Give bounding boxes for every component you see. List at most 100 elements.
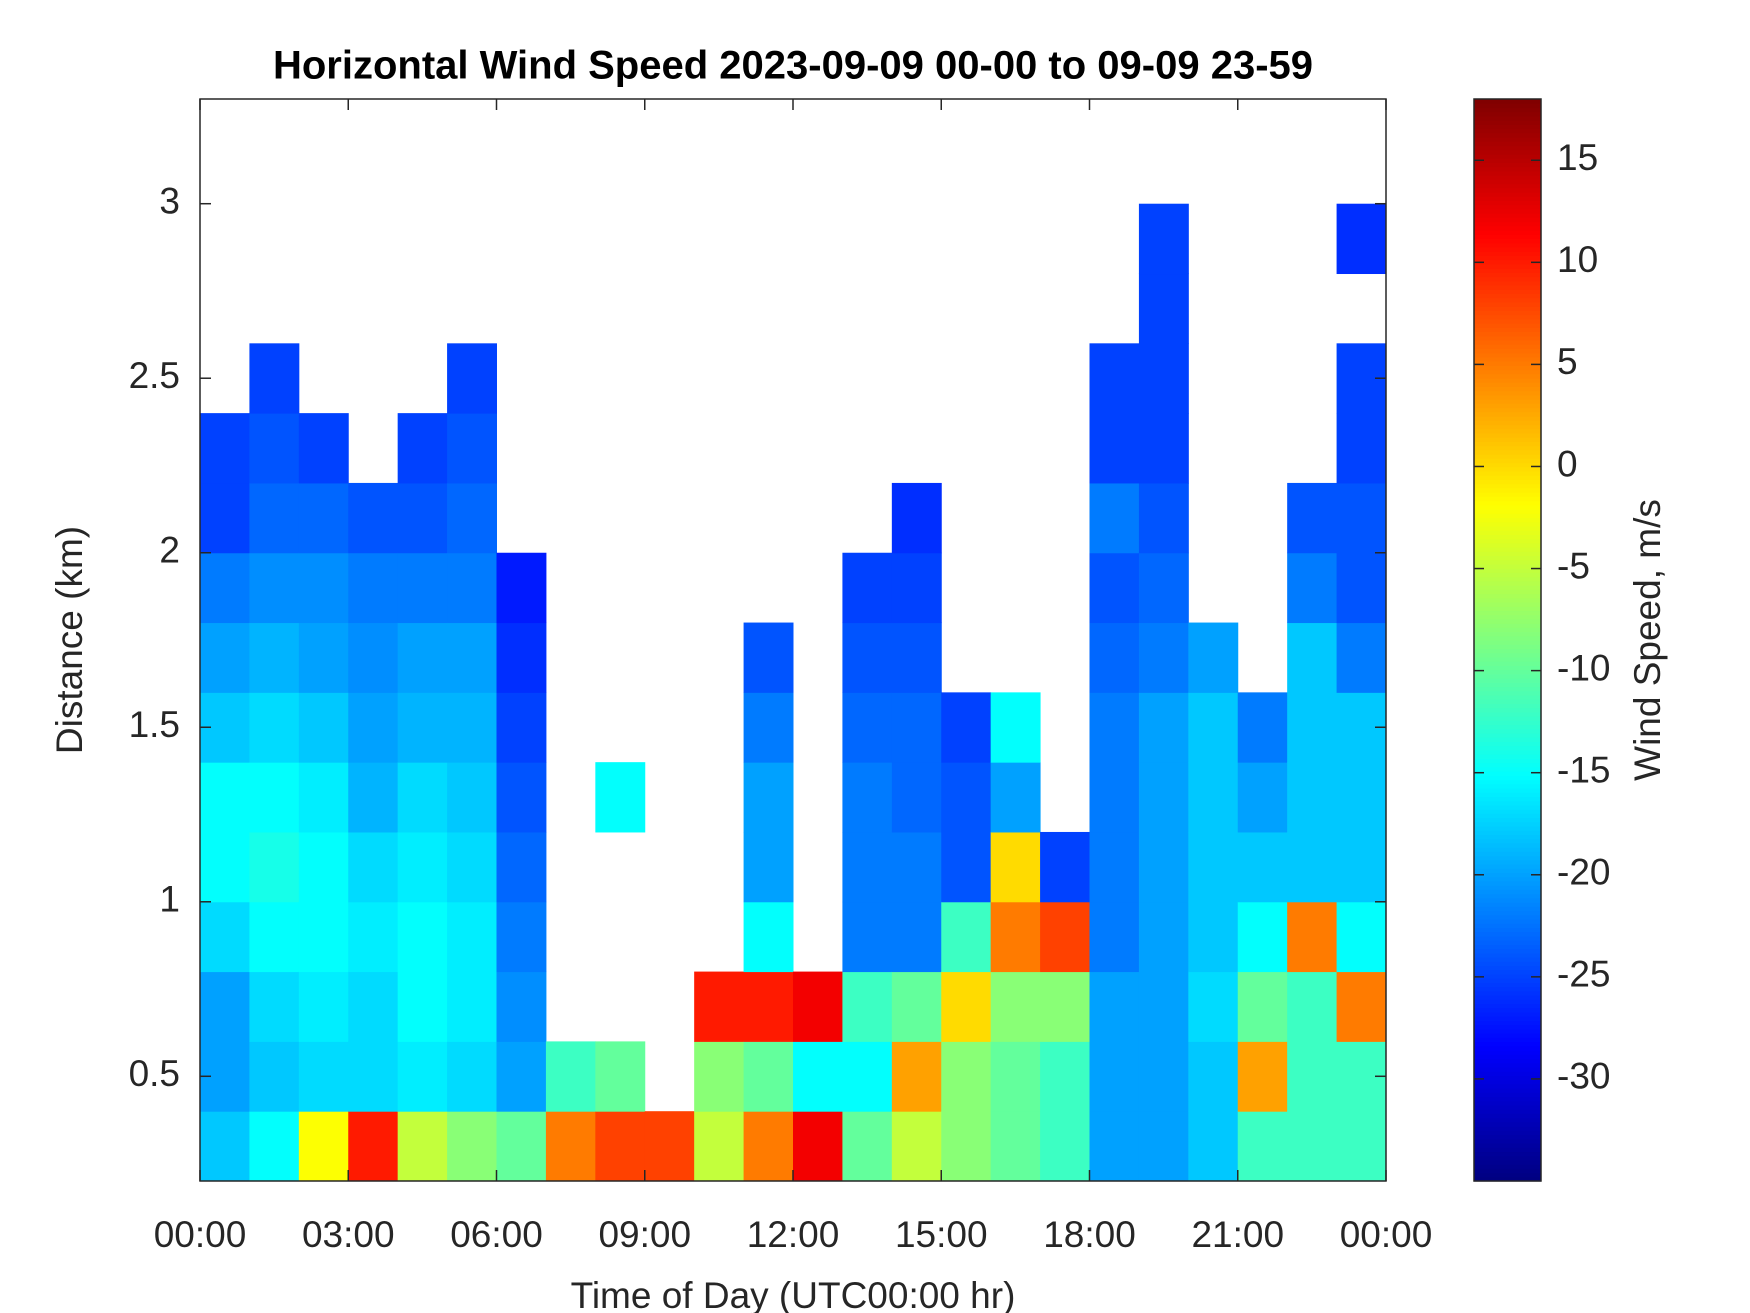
heatmap-cell <box>743 1111 794 1182</box>
heatmap-cell <box>941 901 992 973</box>
heatmap-cell <box>298 762 349 833</box>
colorbar-swatch <box>1474 969 1541 975</box>
heatmap-cell <box>200 901 250 973</box>
colorbar-swatch <box>1474 902 1541 907</box>
colorbar-swatch <box>1474 99 1541 104</box>
colorbar-swatch <box>1474 500 1541 506</box>
colorbar-swatch <box>1474 1088 1541 1093</box>
colorbar-swatch <box>1474 521 1541 527</box>
heatmap-cell <box>793 1041 843 1112</box>
heatmap-cell <box>891 971 942 1042</box>
colorbar-swatch <box>1474 301 1541 307</box>
heatmap-cell <box>348 762 399 833</box>
heatmap-cell <box>842 692 893 763</box>
colorbar-swatch <box>1474 648 1541 654</box>
heatmap-cell <box>348 901 399 973</box>
heatmap-cell <box>1089 1111 1140 1182</box>
colorbar-swatch <box>1474 255 1541 261</box>
heatmap-cell <box>200 622 250 693</box>
heatmap-cell <box>793 971 843 1042</box>
colorbar <box>1474 99 1541 1182</box>
y-tick-label: 2 <box>159 530 180 571</box>
colorbar-swatch <box>1474 830 1541 836</box>
heatmap-cell <box>1188 762 1239 833</box>
heatmap-cell <box>496 901 547 973</box>
colorbar-swatch <box>1474 475 1541 480</box>
heatmap-cell <box>1188 1041 1239 1112</box>
heatmap-cell <box>1237 831 1288 903</box>
heatmap-cell <box>1336 203 1387 275</box>
colorbar-swatch <box>1474 1075 1541 1081</box>
heatmap-cell <box>348 552 399 624</box>
colorbar-swatch <box>1474 234 1541 240</box>
heatmap-cell <box>447 622 497 693</box>
colorbar-swatch <box>1474 1020 1541 1026</box>
heatmap-cell <box>1089 413 1140 484</box>
colorbar-swatch <box>1474 272 1541 278</box>
y-axis-label: Distance (km) <box>49 526 90 754</box>
heatmap-cell <box>1188 831 1239 903</box>
heatmap-cell <box>842 762 893 833</box>
colorbar-swatch <box>1474 720 1541 726</box>
colorbar-swatch <box>1474 585 1541 590</box>
colorbar-swatch <box>1474 1096 1541 1102</box>
heatmap-cell <box>1188 692 1239 763</box>
colorbar-swatch <box>1474 644 1541 650</box>
colorbar-tick-label: -30 <box>1557 1056 1610 1097</box>
colorbar-swatch <box>1474 593 1541 599</box>
colorbar-swatch <box>1474 618 1541 624</box>
colorbar-swatch <box>1474 559 1541 565</box>
heatmap-cell <box>941 831 992 903</box>
colorbar-swatch <box>1474 403 1541 409</box>
colorbar-swatch <box>1474 1083 1541 1089</box>
heatmap-cell <box>1138 692 1189 763</box>
heatmap-cell <box>793 1111 843 1182</box>
heatmap-cell <box>1188 901 1239 973</box>
colorbar-swatch <box>1474 437 1541 442</box>
colorbar-swatch <box>1474 1155 1541 1161</box>
colorbar-swatch <box>1474 868 1541 874</box>
heatmap-cell <box>1336 971 1387 1042</box>
colorbar-swatch <box>1474 885 1541 890</box>
colorbar-swatch <box>1474 415 1541 421</box>
colorbar-swatch <box>1474 246 1541 252</box>
heatmap-cell <box>743 901 794 973</box>
colorbar-swatch <box>1474 441 1541 447</box>
heatmap-cell <box>694 971 745 1042</box>
heatmap-cell <box>397 413 448 484</box>
colorbar-swatch <box>1474 572 1541 578</box>
heatmap-cell <box>1287 482 1338 554</box>
colorbar-swatch <box>1474 382 1541 388</box>
heatmap-cell <box>842 971 893 1042</box>
colorbar-swatch <box>1474 538 1541 544</box>
colorbar-tick-label: -15 <box>1557 749 1610 790</box>
colorbar-swatch <box>1474 547 1541 552</box>
heatmap-cell <box>348 1111 399 1182</box>
heatmap-cell <box>348 971 399 1042</box>
x-tick-label: 21:00 <box>1191 1214 1284 1255</box>
colorbar-swatch <box>1474 1176 1541 1182</box>
colorbar-swatch <box>1474 847 1541 852</box>
colorbar-swatch <box>1474 361 1541 366</box>
heatmap-cell <box>891 552 942 624</box>
colorbar-swatch <box>1474 673 1541 679</box>
colorbar-swatch <box>1474 614 1541 620</box>
colorbar-swatch <box>1474 897 1541 903</box>
colorbar-swatch <box>1474 420 1541 426</box>
colorbar-swatch <box>1474 365 1541 371</box>
heatmap-cell <box>1237 762 1288 833</box>
x-tick-label: 00:00 <box>154 1214 247 1255</box>
colorbar-swatch <box>1474 927 1541 933</box>
heatmap-cell <box>397 901 448 973</box>
colorbar-swatch <box>1474 1092 1541 1098</box>
colorbar-swatch <box>1474 297 1541 303</box>
heatmap-cell <box>298 1041 349 1112</box>
colorbar-swatch <box>1474 508 1541 514</box>
colorbar-swatch <box>1474 1151 1541 1157</box>
heatmap-cell <box>743 971 794 1042</box>
colorbar-swatch <box>1474 183 1541 189</box>
colorbar-swatch <box>1474 483 1541 489</box>
colorbar-swatch <box>1474 741 1541 747</box>
colorbar-swatch <box>1474 838 1541 844</box>
